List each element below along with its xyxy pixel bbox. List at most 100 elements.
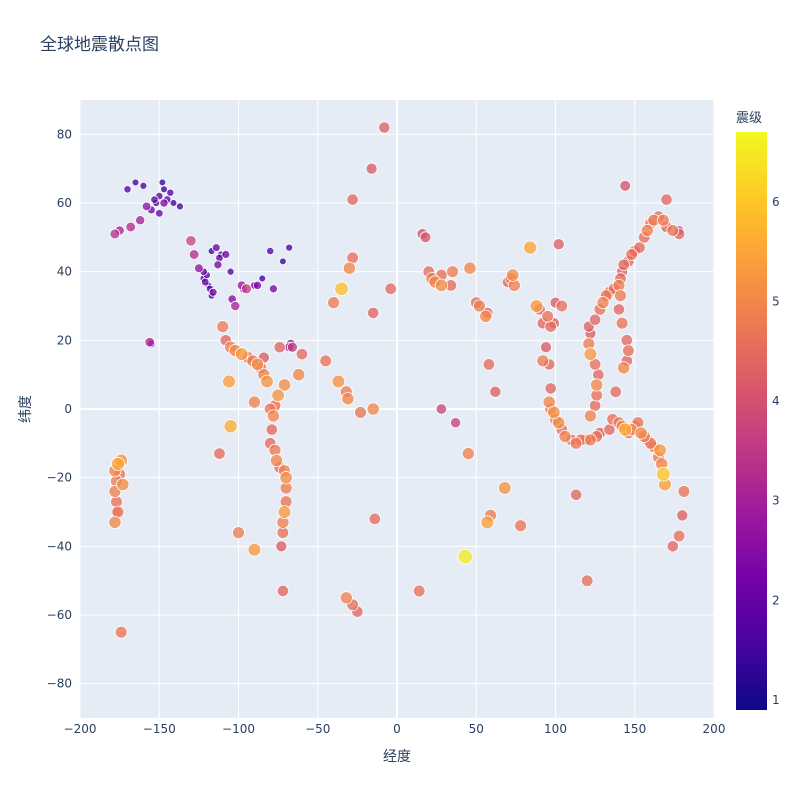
earthquake-point[interactable]	[618, 422, 633, 437]
earthquake-point[interactable]	[569, 488, 583, 501]
earthquake-point[interactable]	[150, 195, 159, 204]
earthquake-point[interactable]	[331, 374, 346, 389]
earthquake-point[interactable]	[620, 334, 633, 347]
earthquake-point[interactable]	[266, 247, 275, 256]
earthquake-point[interactable]	[480, 515, 495, 530]
earthquake-point[interactable]	[292, 368, 306, 382]
earthquake-point[interactable]	[536, 354, 550, 368]
earthquake-point[interactable]	[435, 403, 448, 415]
earthquake-point[interactable]	[221, 250, 231, 259]
earthquake-point[interactable]	[412, 584, 426, 598]
earthquake-point[interactable]	[226, 267, 235, 276]
earthquake-point[interactable]	[260, 374, 274, 389]
earthquake-point[interactable]	[125, 221, 136, 233]
earthquake-point[interactable]	[612, 303, 626, 316]
earthquake-point[interactable]	[277, 505, 292, 519]
earthquake-point[interactable]	[583, 433, 597, 447]
earthquake-point[interactable]	[583, 409, 597, 423]
earthquake-point[interactable]	[489, 385, 502, 398]
earthquake-point[interactable]	[617, 361, 631, 375]
earthquake-point[interactable]	[583, 347, 598, 361]
earthquake-point[interactable]	[367, 306, 380, 320]
earthquake-point[interactable]	[558, 429, 572, 443]
earthquake-point[interactable]	[135, 215, 146, 226]
earthquake-point[interactable]	[279, 471, 293, 485]
earthquake-point[interactable]	[544, 382, 557, 395]
earthquake-point[interactable]	[279, 257, 287, 266]
earthquake-point[interactable]	[250, 357, 265, 372]
earthquake-point[interactable]	[615, 316, 629, 330]
earthquake-point[interactable]	[354, 406, 367, 419]
earthquake-point[interactable]	[223, 419, 238, 434]
earthquake-point[interactable]	[247, 395, 261, 409]
earthquake-point[interactable]	[666, 224, 680, 237]
earthquake-point[interactable]	[266, 409, 280, 423]
earthquake-point[interactable]	[378, 121, 391, 134]
earthquake-point[interactable]	[472, 299, 486, 313]
earthquake-point[interactable]	[141, 201, 152, 212]
earthquake-point[interactable]	[617, 258, 630, 271]
earthquake-point[interactable]	[216, 320, 230, 334]
earthquake-point[interactable]	[580, 574, 594, 587]
earthquake-point[interactable]	[169, 199, 178, 207]
earthquake-point[interactable]	[346, 193, 359, 206]
earthquake-point[interactable]	[457, 548, 473, 565]
earthquake-point[interactable]	[342, 261, 356, 275]
earthquake-point[interactable]	[446, 265, 459, 279]
earthquake-point[interactable]	[339, 591, 353, 605]
earthquake-point[interactable]	[479, 309, 493, 323]
earthquake-point[interactable]	[656, 213, 670, 227]
earthquake-point[interactable]	[609, 385, 622, 398]
earthquake-point[interactable]	[368, 512, 381, 526]
earthquake-point[interactable]	[529, 299, 544, 313]
earthquake-point[interactable]	[676, 509, 689, 522]
earthquake-point[interactable]	[660, 193, 673, 206]
earthquake-point[interactable]	[633, 241, 646, 254]
earthquake-point[interactable]	[211, 243, 221, 252]
earthquake-point[interactable]	[108, 515, 122, 529]
earthquake-point[interactable]	[285, 243, 294, 252]
earthquake-point[interactable]	[277, 378, 292, 392]
earthquake-point[interactable]	[672, 529, 686, 543]
earthquake-point[interactable]	[269, 453, 284, 468]
earthquake-point[interactable]	[541, 310, 554, 323]
earthquake-point[interactable]	[634, 426, 648, 440]
earthquake-point[interactable]	[155, 209, 164, 218]
earthquake-point[interactable]	[327, 296, 341, 310]
earthquake-point[interactable]	[188, 249, 200, 260]
earthquake-point[interactable]	[569, 436, 583, 450]
earthquake-point[interactable]	[276, 584, 290, 598]
earthquake-point[interactable]	[271, 388, 285, 403]
earthquake-point[interactable]	[131, 178, 140, 187]
earthquake-point[interactable]	[498, 481, 512, 495]
earthquake-point[interactable]	[319, 354, 332, 368]
earthquake-point[interactable]	[213, 447, 226, 460]
earthquake-point[interactable]	[365, 162, 378, 175]
earthquake-point[interactable]	[619, 179, 632, 192]
earthquake-point[interactable]	[655, 466, 671, 482]
earthquake-point[interactable]	[506, 268, 520, 282]
earthquake-point[interactable]	[523, 240, 538, 255]
earthquake-point[interactable]	[419, 231, 432, 244]
earthquake-point[interactable]	[622, 344, 635, 357]
earthquake-point[interactable]	[653, 443, 667, 458]
earthquake-point[interactable]	[366, 402, 380, 416]
earthquake-point[interactable]	[247, 542, 262, 557]
earthquake-point[interactable]	[109, 228, 121, 240]
earthquake-point[interactable]	[185, 235, 197, 247]
earthquake-point[interactable]	[677, 485, 691, 498]
earthquake-point[interactable]	[334, 281, 349, 297]
earthquake-point[interactable]	[240, 283, 252, 295]
earthquake-point[interactable]	[234, 347, 249, 361]
earthquake-point[interactable]	[116, 477, 130, 492]
earthquake-point[interactable]	[482, 358, 496, 371]
earthquake-point[interactable]	[111, 456, 125, 471]
earthquake-point[interactable]	[640, 223, 654, 237]
earthquake-point[interactable]	[596, 296, 610, 310]
earthquake-point[interactable]	[166, 188, 175, 197]
earthquake-point[interactable]	[139, 181, 148, 190]
earthquake-point[interactable]	[341, 392, 355, 406]
earthquake-point[interactable]	[158, 178, 167, 187]
earthquake-point[interactable]	[666, 540, 679, 553]
earthquake-point[interactable]	[265, 423, 278, 436]
